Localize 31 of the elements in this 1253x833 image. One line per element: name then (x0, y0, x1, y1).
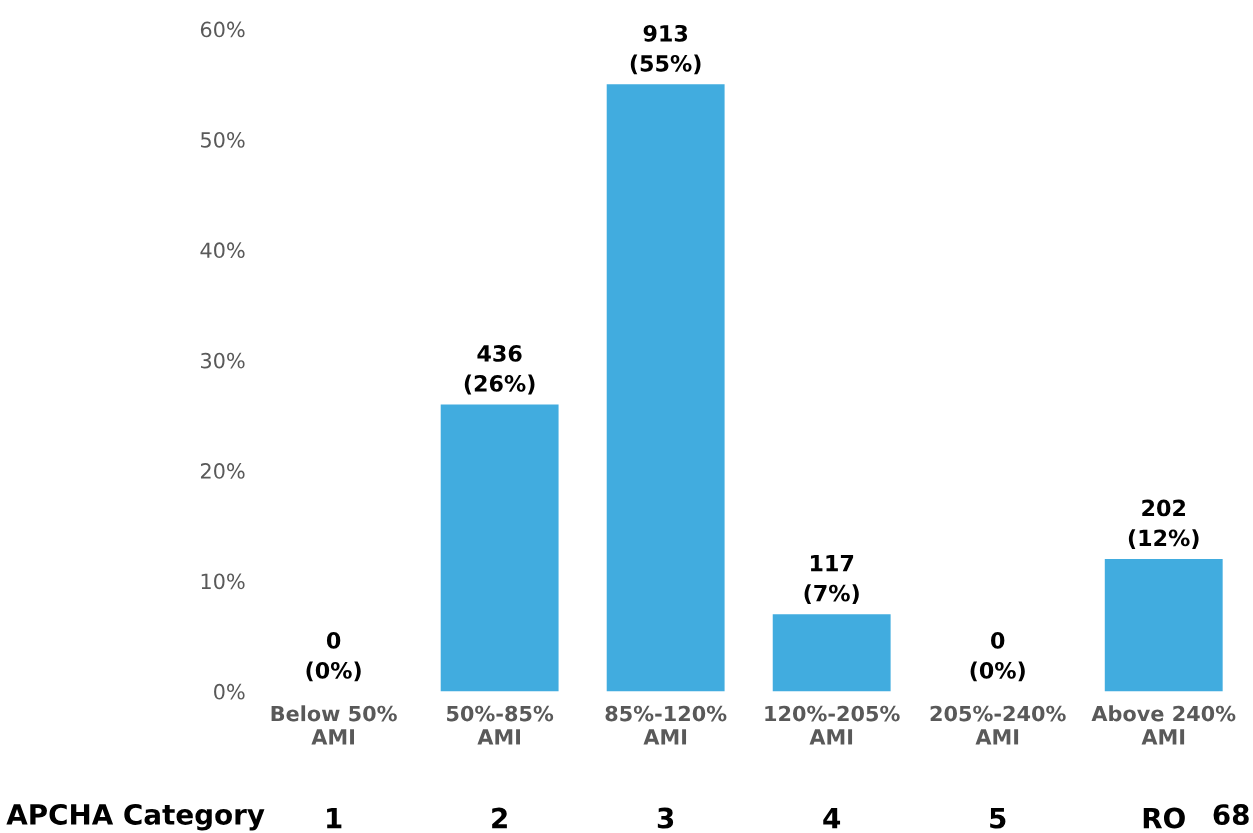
x-tick-label: 85%-120% AMI (605, 705, 727, 745)
x-tick-label: 50%-85% AMI (447, 705, 554, 745)
x-tick-label: 120%-205% AMI (765, 705, 900, 745)
y-tick-label: 60% (200, 21, 245, 38)
text: 68 (1213, 804, 1249, 826)
text: 5 (990, 807, 1006, 829)
x-tick-label: Above 240% AMI (1091, 705, 1236, 745)
y-tick-label: 40% (200, 242, 245, 259)
text: 2 (492, 807, 507, 829)
x-tick-label: 205%-240% AMI (930, 705, 1066, 745)
text: 3 (657, 807, 674, 829)
x-tick-label: Below 50% AMI (271, 705, 397, 745)
data-label: 202 (12%) (1128, 499, 1199, 549)
y-tick-label: 10% (201, 573, 245, 590)
text: 1 (327, 807, 342, 829)
y-tick-label: 30% (201, 352, 245, 369)
bar (606, 84, 725, 692)
data-label: 436 (26%) (464, 345, 535, 395)
data-label: 0 (0%) (970, 631, 1025, 682)
bar (1104, 558, 1223, 692)
y-tick-label: 20% (200, 463, 245, 479)
text: RO (1143, 807, 1185, 829)
data-label: 117 (7%) (804, 555, 859, 605)
bar (772, 614, 891, 692)
y-tick-label: 0% (214, 683, 245, 700)
y-tick-label: 50% (201, 131, 245, 148)
data-label: 913 (55%) (630, 24, 701, 75)
text: 4 (823, 807, 841, 829)
bar (440, 404, 559, 692)
text: APCHA Category (6, 803, 265, 831)
data-label: 0 (0%) (306, 631, 361, 682)
